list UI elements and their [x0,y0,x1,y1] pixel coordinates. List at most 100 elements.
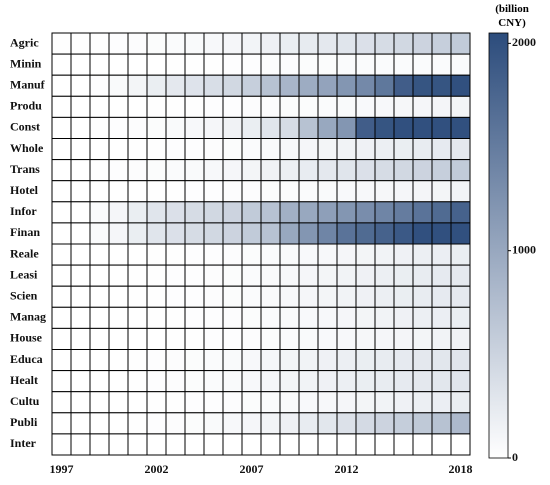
cell [355,201,376,224]
cell [317,327,338,350]
cell [146,243,167,266]
cell [431,264,452,287]
cell [355,327,376,350]
cell [127,180,148,203]
cell [412,116,433,140]
cell [260,433,281,456]
cell [279,159,300,182]
cell [317,433,338,456]
cell [203,349,224,372]
colorbar [488,32,509,459]
cell [260,412,281,435]
cell [108,32,129,55]
cell [355,412,376,435]
cell [374,180,395,203]
cell [51,243,72,266]
cell [393,53,414,76]
cell [51,159,72,182]
cell [412,264,433,287]
row-label: Publi [10,415,38,429]
cell [70,306,91,329]
cell [89,370,110,393]
cell [412,433,433,456]
cell [374,74,395,97]
cell [336,349,357,372]
cell [70,32,91,55]
cell [127,53,148,76]
cell [450,412,471,435]
cell [51,327,72,350]
cell [165,433,186,456]
cell [336,74,357,97]
x-tick-label: 2002 [145,462,169,476]
cell [317,74,338,97]
cell [108,264,129,287]
cell [279,138,300,161]
cell [222,74,243,97]
cell [108,138,129,161]
cell [298,306,319,329]
cell [298,95,319,118]
cell [203,370,224,393]
cell [431,159,452,182]
cell [127,433,148,456]
cell [412,349,433,372]
cell [108,243,129,266]
cell [89,53,110,76]
cell [336,306,357,329]
cell [431,243,452,266]
cell [70,391,91,414]
cell [127,201,148,224]
cell [89,285,110,308]
cell [203,53,224,76]
cell [260,349,281,372]
cell [260,264,281,287]
cell [260,306,281,329]
cell [146,370,167,393]
cell [393,222,414,245]
cell [431,327,452,350]
cell [203,306,224,329]
cell [298,285,319,308]
cell [412,138,433,161]
cell [89,349,110,372]
cell [279,74,300,97]
cell [222,370,243,393]
cell [70,138,91,161]
cell [260,243,281,266]
cell [393,327,414,350]
cell [70,412,91,435]
row-label: Scien [10,289,38,303]
cell [336,180,357,203]
cell [89,95,110,118]
cell [450,32,471,55]
cell [279,116,300,140]
cell [184,222,205,245]
cell [146,159,167,182]
cell [279,349,300,372]
cell [374,116,395,140]
cell [165,349,186,372]
cell [108,201,129,224]
cell [184,412,205,435]
cell [241,349,262,372]
row-label: Minin [10,56,42,70]
cell [431,306,452,329]
cell [298,32,319,55]
cell [165,412,186,435]
cell [450,327,471,350]
cell [146,32,167,55]
cell [374,32,395,55]
cell [203,74,224,97]
cell [279,264,300,287]
cell [412,201,433,224]
cell [203,116,224,140]
cell [393,201,414,224]
cell [127,138,148,161]
cell [450,201,471,224]
cell [393,116,414,140]
cell [412,370,433,393]
colorbar-tick-label: 1000 [512,242,536,256]
cell [336,412,357,435]
